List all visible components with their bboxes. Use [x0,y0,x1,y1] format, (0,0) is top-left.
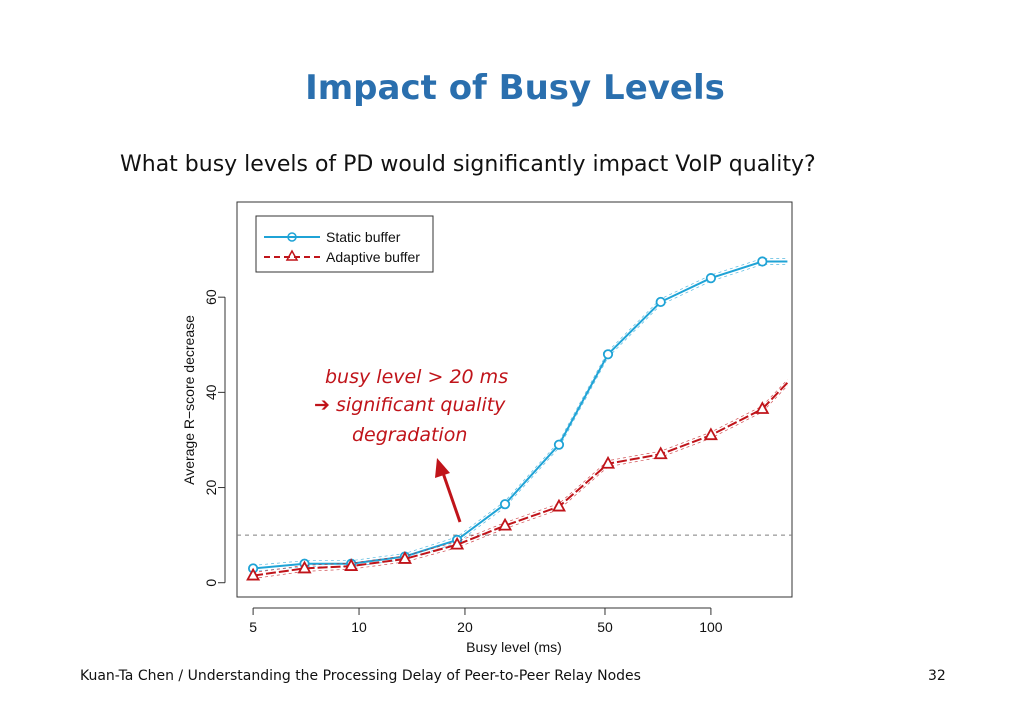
adaptive-buffer-upper-bound [253,379,788,573]
y-tick-label: 0 [203,579,219,587]
static-buffer-lower-bound [253,264,788,572]
static-buffer-point [499,499,511,510]
y-tick-label: 40 [203,384,219,400]
annotation-arrow-shaft [440,469,462,523]
x-tick-label: 20 [457,619,473,635]
slide-subtitle: What busy levels of PD would significant… [120,152,816,177]
annotation-line-3: degradation [352,424,468,446]
adaptive-buffer-point [397,551,412,564]
x-axis-title: Busy level (ms) [466,639,562,655]
legend-static-label: Static buffer [326,229,401,245]
static-buffer-point [757,256,768,267]
x-tick-label: 5 [249,619,257,635]
adaptive-buffer-point [703,427,718,441]
annotation-line-2: ➔ significant quality [314,394,505,416]
adaptive-buffer-point [600,455,616,469]
y-tick-label: 60 [203,289,219,305]
plot-frame [236,201,793,598]
adaptive-buffer-point [498,517,513,531]
legend-box [255,215,434,273]
legend-adaptive-label: Adaptive buffer [326,249,420,265]
adaptive-buffer-point [344,558,359,571]
static-buffer-point [705,273,717,284]
static-buffer-point [553,439,565,450]
x-tick-label: 50 [597,619,613,635]
footer-author: Kuan-Ta Chen / Understanding the Process… [80,668,641,684]
page-number: 32 [928,668,946,684]
x-tick-label: 10 [351,619,367,635]
legend-adaptive-marker [285,249,299,261]
y-axis-title: Average R−score decrease [181,315,197,485]
slide-title: Impact of Busy Levels [305,68,725,108]
y-axis: 0 20 40 60 [203,289,226,587]
y-tick-label: 20 [203,480,219,496]
adaptive-buffer-point [551,498,566,512]
adaptive-buffer-point [653,446,668,460]
annotation-line-1: busy level > 20 ms [325,366,509,388]
legend-static-marker [287,232,297,242]
legend: Static buffer Adaptive buffer [255,215,434,273]
series-layer [246,256,789,581]
adaptive-buffer-point [246,567,261,581]
static-buffer-point [602,349,614,360]
x-tick-label: 100 [699,619,723,635]
annotation-arrow-head [435,458,450,478]
adaptive-buffer-point [450,536,465,550]
static-buffer-point [655,296,666,308]
x-axis: 5 10 20 50 100 [249,607,723,635]
adaptive-buffer-lower-bound [253,385,788,579]
static-buffer-upper-bound [253,258,788,566]
adaptive-buffer-line [252,382,789,577]
annotation-line-2-text: significant quality [335,394,506,416]
right-arrow-icon: ➔ [314,394,330,416]
adaptive-buffer-point [297,560,312,574]
adaptive-buffer-point [755,401,770,414]
